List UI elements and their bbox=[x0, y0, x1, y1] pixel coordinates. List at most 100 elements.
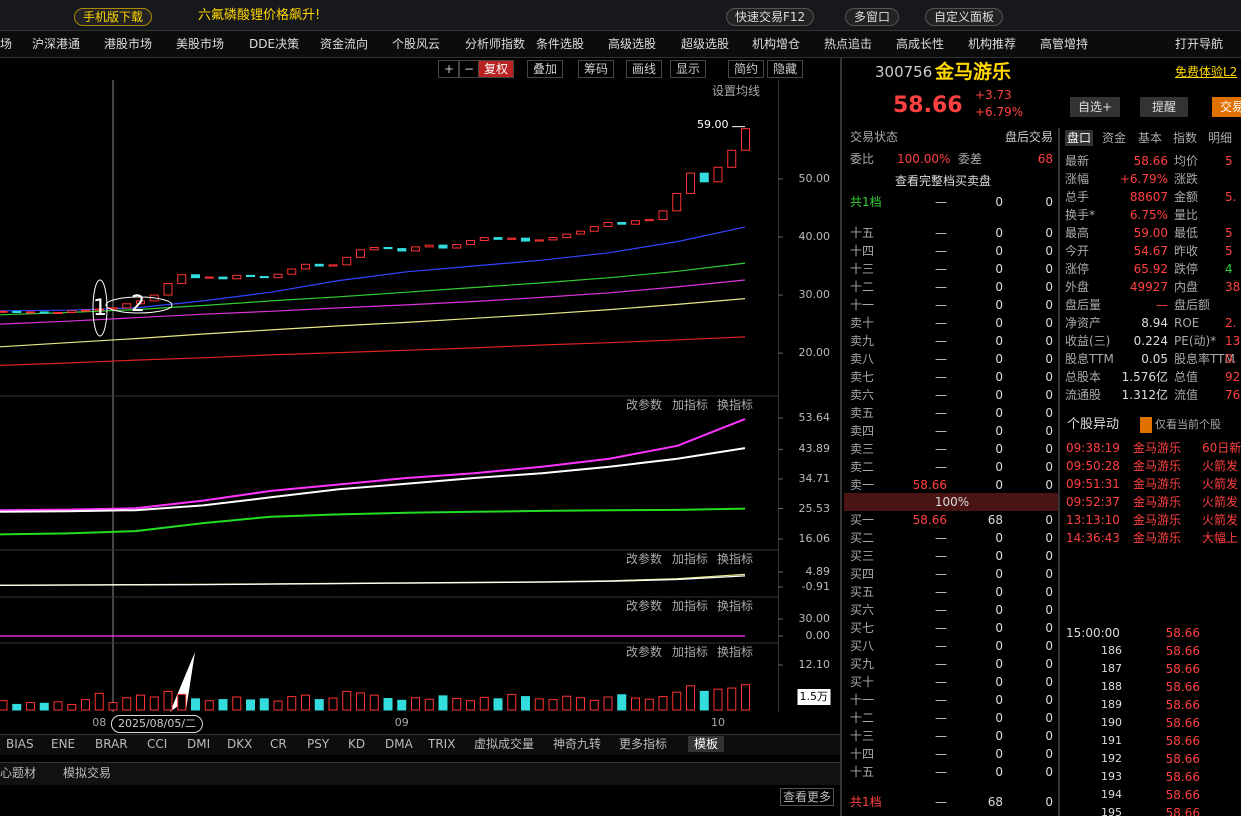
top-button[interactable]: 多窗口 bbox=[845, 8, 900, 26]
panel-button[interactable]: 加指标 bbox=[672, 552, 709, 566]
indicator-tab[interactable]: BRAR bbox=[95, 737, 128, 751]
panel-button[interactable]: 加指标 bbox=[672, 645, 709, 659]
indicator-tab[interactable]: KD bbox=[348, 737, 366, 751]
watch-button[interactable]: 自选+ bbox=[1070, 97, 1121, 117]
y-tick-label: 25.53 bbox=[798, 501, 831, 515]
toolbar-button[interactable]: − bbox=[458, 60, 481, 78]
book-change: 0 bbox=[1045, 639, 1053, 653]
book-volume: 0 bbox=[995, 262, 1003, 276]
menu-item[interactable]: 机构增仓 bbox=[752, 37, 801, 51]
book-volume: 0 bbox=[995, 406, 1003, 420]
quote-tab[interactable]: 资金 bbox=[1102, 131, 1127, 145]
indicator-tab[interactable]: DKX bbox=[227, 737, 253, 751]
nav-button[interactable]: 打开导航 bbox=[1175, 37, 1224, 51]
toolbar-button[interactable]: + bbox=[438, 60, 461, 78]
menu-item[interactable]: 高管增持 bbox=[1040, 37, 1089, 51]
filter-checkbox[interactable]: 仅看当前个股 bbox=[1140, 417, 1221, 433]
indicator-tab[interactable]: PSY bbox=[307, 737, 330, 751]
panel-button[interactable]: 改参数 bbox=[626, 645, 663, 659]
more-button[interactable]: 查看更多 bbox=[780, 788, 835, 806]
toolbar-button[interactable]: 画线 bbox=[626, 60, 663, 78]
book-price: — bbox=[935, 603, 947, 617]
indicator-tab[interactable]: CCI bbox=[147, 737, 168, 751]
tick-time: 187 bbox=[1101, 662, 1122, 675]
toolbar-button[interactable]: 简约 bbox=[728, 60, 765, 78]
book-volume: 0 bbox=[995, 370, 1003, 384]
quote-value: 0. bbox=[1225, 352, 1237, 366]
event-stock: 金马游乐 bbox=[1133, 441, 1182, 455]
quote-tab[interactable]: 盘口 bbox=[1065, 130, 1094, 146]
x-tick-label: 08 bbox=[92, 716, 107, 729]
volume-bar bbox=[562, 695, 572, 711]
indicator-tab[interactable]: 神奇九转 bbox=[553, 737, 602, 751]
l2-link[interactable]: 免费体验L2 bbox=[1175, 65, 1238, 79]
menu-item[interactable]: 超级选股 bbox=[681, 37, 730, 51]
toolbar-button[interactable]: 筹码 bbox=[578, 60, 615, 78]
menu-item[interactable]: 高成长性 bbox=[896, 37, 945, 51]
download-button[interactable]: 手机版下载 bbox=[74, 8, 153, 26]
news-link[interactable]: 六氟磷酸锂价格飙升! bbox=[198, 8, 321, 23]
quote-tab[interactable]: 明细 bbox=[1208, 131, 1233, 145]
panel-button[interactable]: 换指标 bbox=[717, 552, 754, 566]
indicator-tab[interactable]: 虚拟成交量 bbox=[474, 737, 535, 751]
y-tick-label: 40.00 bbox=[798, 230, 831, 243]
quote-tab[interactable]: 基本 bbox=[1138, 131, 1163, 145]
volume-bar bbox=[548, 699, 558, 711]
indicator-tab[interactable]: DMI bbox=[187, 737, 211, 751]
book-volume: 0 bbox=[995, 639, 1003, 653]
book-price: — bbox=[935, 639, 947, 653]
y-tick-label: 34.71 bbox=[798, 471, 831, 485]
panel-button[interactable]: 改参数 bbox=[626, 599, 663, 613]
menu-item[interactable]: DDE决策 bbox=[249, 37, 300, 51]
indicator-tab[interactable]: CR bbox=[270, 737, 287, 751]
indicator-tab[interactable]: DMA bbox=[385, 737, 413, 751]
toolbar-button[interactable]: 复权 bbox=[478, 60, 515, 78]
menu-item[interactable]: 条件选股 bbox=[536, 37, 585, 51]
x-tick-label: 09 bbox=[394, 716, 409, 729]
toolbar-button[interactable]: 叠加 bbox=[527, 60, 564, 78]
panel-button[interactable]: 改参数 bbox=[626, 552, 663, 566]
menu-item[interactable]: 高级选股 bbox=[608, 37, 657, 51]
indicator-tab[interactable]: TRIX bbox=[428, 737, 456, 751]
book-change: 0 bbox=[1045, 549, 1053, 563]
panel-button[interactable]: 换指标 bbox=[717, 599, 754, 613]
indicator-tab[interactable]: 模板 bbox=[688, 736, 725, 752]
trade-button[interactable]: 交易 bbox=[1212, 97, 1241, 117]
indicator-tab[interactable]: ENE bbox=[51, 737, 76, 751]
panel-button[interactable]: 换指标 bbox=[717, 645, 754, 659]
panel-button[interactable]: 加指标 bbox=[672, 398, 709, 412]
top-button[interactable]: 快速交易F12 bbox=[726, 8, 815, 26]
quote-label: 金额 bbox=[1174, 190, 1199, 204]
book-price: — bbox=[935, 729, 947, 743]
toolbar-button[interactable]: 隐藏 bbox=[767, 60, 804, 78]
toolbar-button[interactable]: 显示 bbox=[670, 60, 707, 78]
bottom-tab[interactable]: 模拟交易 bbox=[63, 766, 112, 780]
candle bbox=[493, 237, 503, 240]
book-change: 0 bbox=[1045, 478, 1053, 492]
full-book-link[interactable]: 查看完整档买卖盘 bbox=[895, 174, 992, 188]
menu-item[interactable]: 美股市场 bbox=[176, 37, 225, 51]
menu-item[interactable]: 个股风云 bbox=[392, 37, 441, 51]
indicator-line bbox=[0, 418, 746, 512]
menu-item[interactable]: 热点追击 bbox=[824, 37, 873, 51]
menu-item[interactable]: 港股市场 bbox=[104, 37, 153, 51]
panel-button[interactable]: 加指标 bbox=[672, 599, 709, 613]
menu-item[interactable]: 分析师指数 bbox=[465, 37, 526, 51]
book-volume: 0 bbox=[995, 442, 1003, 456]
bottom-tab[interactable]: 心题材 bbox=[0, 766, 37, 780]
panel-button[interactable]: 换指标 bbox=[717, 398, 754, 412]
menu-item[interactable]: 资金流向 bbox=[320, 37, 369, 51]
top-button[interactable]: 自定义面板 bbox=[925, 8, 1004, 26]
menu-item[interactable]: 机构推荐 bbox=[968, 37, 1017, 51]
menu-item[interactable]: 沪深港通 bbox=[32, 37, 81, 51]
indicator-tab[interactable]: 更多指标 bbox=[619, 737, 668, 751]
panel-button[interactable]: 改参数 bbox=[626, 398, 663, 412]
quote-tab[interactable]: 指数 bbox=[1173, 131, 1198, 145]
indicator-tab[interactable]: BIAS bbox=[6, 737, 34, 751]
menu-item[interactable]: 场 bbox=[0, 37, 13, 51]
volume-bar bbox=[218, 699, 228, 711]
book-volume: 0 bbox=[995, 585, 1003, 599]
alert-button[interactable]: 提醒 bbox=[1140, 97, 1189, 117]
ma-setting[interactable]: 设置均线 bbox=[712, 84, 761, 98]
book-label: 买十 bbox=[850, 675, 875, 689]
